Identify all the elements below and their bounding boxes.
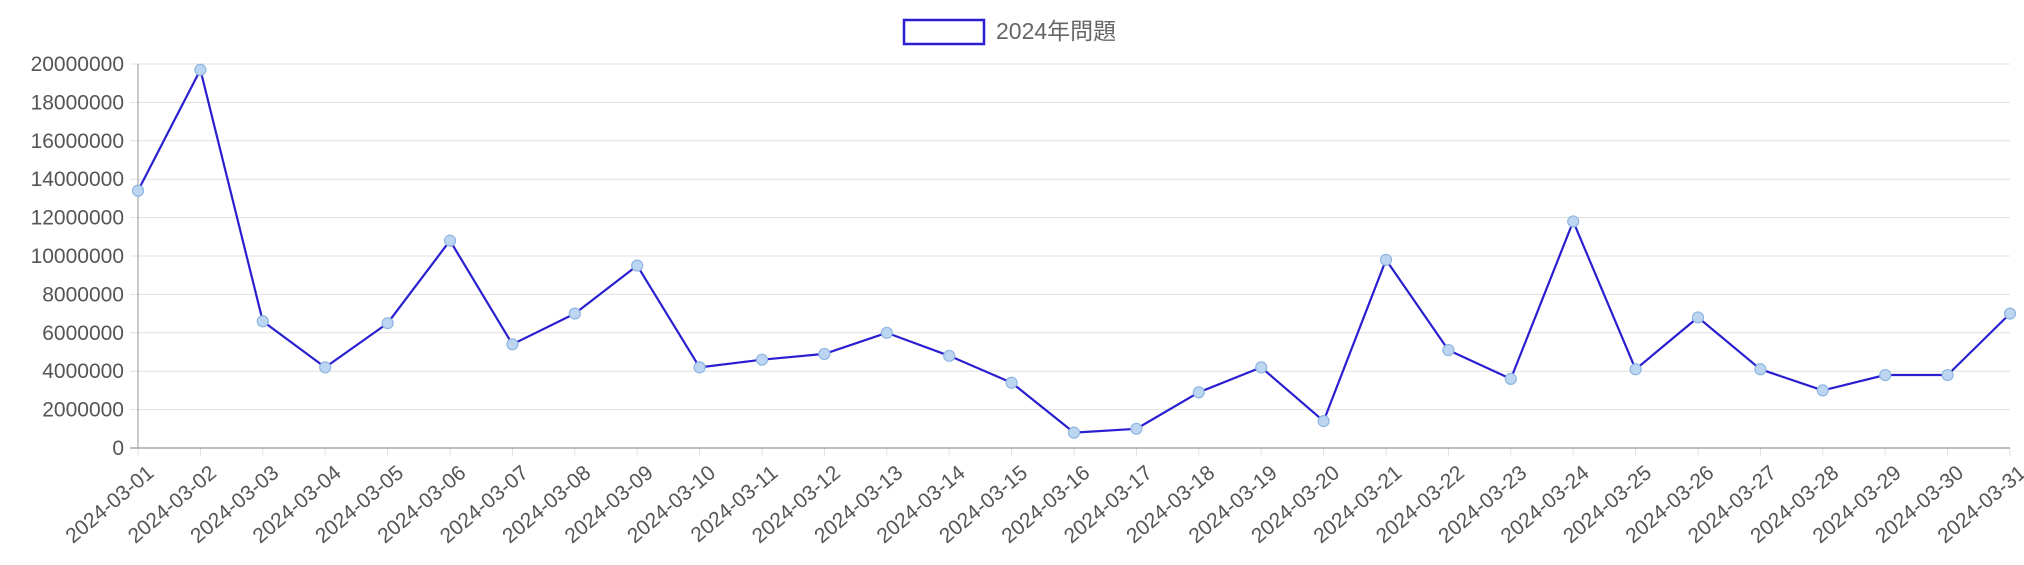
data-point[interactable]: [1754, 363, 1767, 376]
data-point[interactable]: [1629, 363, 1642, 376]
data-point[interactable]: [443, 234, 457, 247]
y-tick-label: 20000000: [31, 53, 124, 76]
data-point[interactable]: [194, 63, 207, 76]
legend-label[interactable]: 2024年問題: [996, 18, 1116, 44]
y-tick-label: 12000000: [31, 207, 124, 230]
data-point[interactable]: [1005, 376, 1018, 389]
data-point[interactable]: [1691, 311, 1705, 324]
y-tick-label: 16000000: [31, 130, 124, 153]
series-layer: [131, 63, 2017, 439]
y-tick-label: 0: [112, 437, 124, 460]
data-point[interactable]: [693, 361, 706, 374]
data-point[interactable]: [880, 326, 893, 339]
y-tick-label: 10000000: [31, 245, 124, 268]
data-point[interactable]: [1504, 372, 1517, 385]
data-point[interactable]: [256, 315, 269, 328]
data-point[interactable]: [943, 349, 956, 362]
data-point[interactable]: [1067, 426, 1081, 439]
series-line: [137, 68, 2011, 434]
data-point[interactable]: [1379, 253, 1393, 266]
legend-swatch[interactable]: [902, 18, 986, 46]
y-tick-label: 18000000: [31, 91, 124, 114]
data-point[interactable]: [631, 259, 644, 272]
data-point[interactable]: [381, 317, 394, 330]
y-tick-label: 8000000: [42, 283, 124, 306]
data-point[interactable]: [1879, 368, 1892, 382]
data-point[interactable]: [1192, 386, 1205, 399]
data-point[interactable]: [1816, 384, 1829, 397]
data-point[interactable]: [506, 338, 519, 351]
y-axis-ticks: 0 2000000 4000000 6000000 8000000 10000000 120…: [31, 53, 124, 460]
data-point[interactable]: [568, 307, 581, 320]
data-point[interactable]: [1567, 215, 1580, 228]
y-tick-label: 6000000: [42, 322, 124, 345]
grid-lines: [130, 63, 2011, 456]
data-point[interactable]: [1442, 343, 1455, 357]
data-point[interactable]: [131, 184, 145, 197]
data-point[interactable]: [1130, 422, 1143, 435]
y-tick-label: 4000000: [42, 360, 124, 383]
y-tick-label: 2000000: [42, 399, 124, 422]
data-point[interactable]: [1317, 415, 1330, 428]
axes: [130, 64, 2010, 449]
y-tick-label: 14000000: [31, 168, 124, 191]
data-point[interactable]: [755, 353, 769, 366]
x-axis-ticks: 2024-03-012024-03-022024-03-032024-03-04…: [61, 461, 2024, 548]
data-point[interactable]: [319, 361, 332, 374]
data-point[interactable]: [818, 347, 831, 361]
data-point[interactable]: [2003, 307, 2017, 320]
data-point[interactable]: [1941, 368, 1954, 382]
legend[interactable]: 2024年問題: [902, 18, 1116, 46]
data-point[interactable]: [1255, 361, 1268, 374]
